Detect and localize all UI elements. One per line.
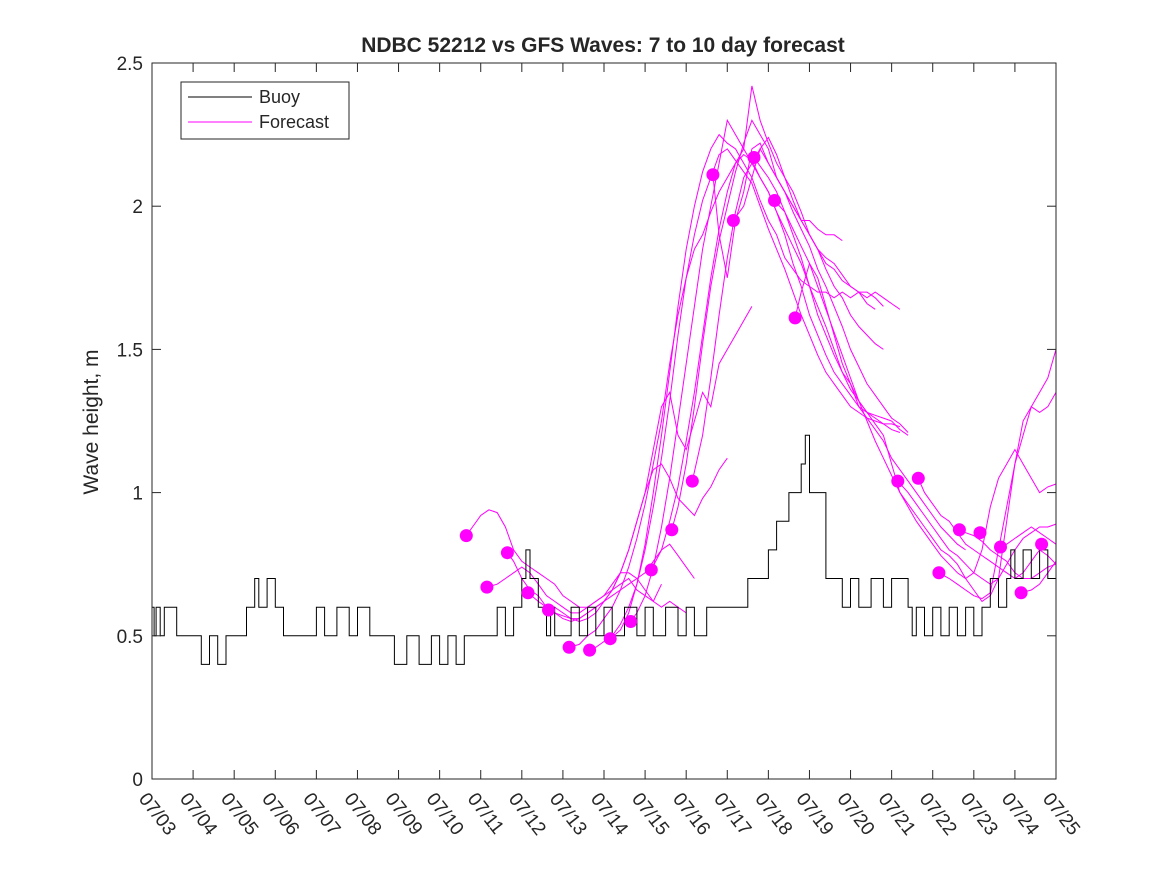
forecast-marker-8 [603,632,617,646]
forecast-line-5 [548,306,753,623]
chart-title: NDBC 52212 vs GFS Waves: 7 to 10 day for… [361,34,845,57]
forecast-marker-3 [500,546,514,560]
forecast-marker-15 [747,151,761,164]
legend: Buoy Forecast [180,81,350,140]
forecast-marker-1 [459,529,473,543]
forecast-marker-11 [665,523,679,537]
forecast-line-1 [465,509,662,608]
plot-area [152,63,1056,779]
forecast-marker-4 [521,586,535,600]
y-tick-label: 2 [132,197,143,218]
legend-box [180,81,350,140]
forecast-marker-22 [973,526,987,540]
forecast-marker-24 [1014,586,1028,600]
y-axis-label: Wave height, m [80,349,103,494]
y-tick-label: 1.5 [117,340,143,361]
forecast-marker-19 [911,471,925,485]
y-tick-label: 0 [132,770,143,791]
forecast-marker-12 [685,474,699,488]
forecast-marker-20 [932,566,946,580]
forecast-marker-13 [706,168,720,182]
forecast-marker-23 [994,540,1007,554]
forecast-marker-5 [542,603,555,617]
forecast-line-16 [774,200,1057,603]
forecast-line-12 [691,136,884,482]
forecast-marker-9 [624,615,638,628]
forecast-line-8 [609,133,876,640]
forecast-line-15 [753,157,966,551]
forecast-line-17 [794,262,1057,580]
forecast-marker-25 [1035,537,1049,551]
plot-layer [152,85,1057,665]
forecast-line-18 [897,480,1057,585]
forecast-marker-6 [562,640,576,654]
forecast-marker-7 [583,643,597,657]
y-tick-label: 2.5 [117,54,143,75]
forecast-marker-17 [788,311,802,325]
y-tick-label: 1 [132,484,143,505]
forecast-marker-14 [726,214,740,227]
legend-label-buoy: Buoy [259,87,300,107]
forecast-line-19 [917,478,1057,580]
forecast-marker-18 [891,474,905,488]
buoy-line [152,434,1056,665]
forecast-line-23 [1020,561,1057,594]
forecast-marker-21 [952,523,966,537]
y-tick-label: 0.5 [117,627,143,648]
forecast-marker-2 [480,580,494,594]
forecast-line-14 [732,147,909,433]
forecast-marker-10 [644,563,658,577]
forecast-marker-16 [768,194,781,207]
legend-label-forecast: Forecast [259,112,329,132]
forecast-line-22 [1000,526,1057,548]
